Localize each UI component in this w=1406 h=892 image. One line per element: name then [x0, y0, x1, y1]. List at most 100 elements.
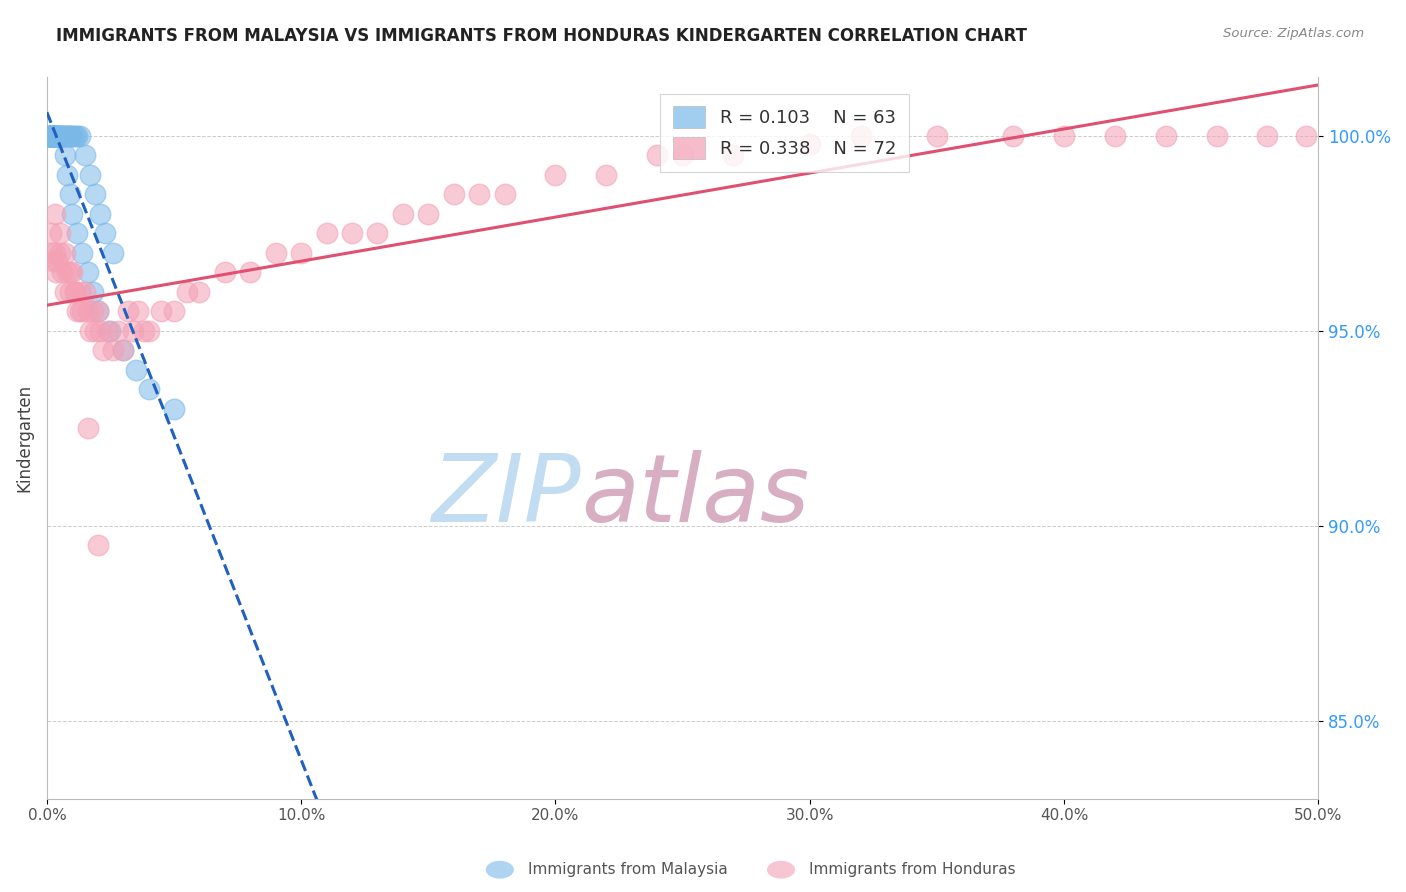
Point: [41, 128, 63, 143]
Point: [48, 227, 70, 241]
Point: [163, 401, 186, 416]
Point: [45, 128, 67, 143]
Point: [45, 265, 67, 279]
Point: [1104, 128, 1126, 143]
Text: Source: ZipAtlas.com: Source: ZipAtlas.com: [1223, 27, 1364, 40]
Point: [51, 128, 73, 143]
Point: [48, 128, 70, 143]
Point: [290, 246, 312, 260]
Point: [150, 304, 173, 318]
Legend: R = 0.103    N = 63, R = 0.338    N = 72: R = 0.103 N = 63, R = 0.338 N = 72: [659, 94, 908, 172]
Point: [94, 227, 117, 241]
Point: [1002, 128, 1025, 143]
Point: [59, 265, 82, 279]
Point: [418, 207, 440, 221]
Point: [42, 128, 65, 143]
Point: [41, 128, 63, 143]
Point: [63, 128, 86, 143]
Point: [42, 128, 65, 143]
Point: [176, 285, 198, 299]
Point: [264, 246, 287, 260]
Point: [849, 128, 872, 143]
Point: [69, 128, 91, 143]
Point: [1295, 128, 1317, 143]
Point: [79, 168, 101, 182]
Point: [56, 168, 79, 182]
Y-axis label: Kindergarten: Kindergarten: [15, 384, 32, 492]
Point: [138, 324, 160, 338]
Point: [37, 128, 59, 143]
Point: [163, 304, 186, 318]
Point: [44, 128, 66, 143]
Point: [42, 128, 65, 143]
Point: [97, 324, 120, 338]
Point: [73, 285, 96, 299]
Text: Immigrants from Honduras: Immigrants from Honduras: [808, 863, 1015, 877]
Point: [1053, 128, 1076, 143]
Point: [46, 253, 69, 268]
Point: [72, 304, 94, 318]
Point: [46, 128, 69, 143]
Text: atlas: atlas: [581, 450, 808, 541]
Point: [53, 148, 76, 162]
Point: [239, 265, 262, 279]
Point: [45, 128, 67, 143]
Point: [87, 538, 110, 552]
Point: [39, 128, 62, 143]
Point: [66, 128, 89, 143]
Point: [645, 148, 668, 162]
Point: [82, 304, 104, 318]
Point: [38, 128, 60, 143]
Point: [87, 304, 110, 318]
Point: [84, 324, 107, 338]
Point: [188, 285, 211, 299]
Point: [44, 128, 66, 143]
Point: [69, 285, 91, 299]
Point: [44, 246, 66, 260]
Point: [73, 148, 96, 162]
Point: [39, 128, 62, 143]
Point: [59, 285, 82, 299]
Point: [100, 324, 122, 338]
Point: [1154, 128, 1177, 143]
Point: [60, 207, 83, 221]
Point: [76, 304, 98, 318]
Point: [76, 421, 98, 435]
Point: [53, 246, 76, 260]
Point: [595, 168, 617, 182]
Point: [48, 246, 70, 260]
Point: [39, 128, 62, 143]
Point: [138, 383, 160, 397]
Point: [41, 128, 63, 143]
Point: [76, 265, 98, 279]
Point: [38, 128, 60, 143]
Point: [46, 128, 69, 143]
Point: [1205, 128, 1227, 143]
Point: [84, 187, 107, 202]
Point: [38, 128, 60, 143]
Point: [127, 304, 149, 318]
Point: [60, 128, 83, 143]
Point: [39, 128, 62, 143]
Point: [60, 128, 83, 143]
Point: [41, 128, 63, 143]
Point: [59, 128, 82, 143]
Point: [82, 285, 104, 299]
Point: [66, 304, 89, 318]
Point: [1256, 128, 1278, 143]
Point: [56, 128, 79, 143]
Point: [112, 343, 135, 358]
Point: [468, 187, 491, 202]
Point: [69, 304, 91, 318]
Point: [214, 265, 236, 279]
Point: [51, 265, 73, 279]
Point: [63, 285, 86, 299]
Point: [39, 128, 62, 143]
Point: [799, 136, 821, 151]
Point: [51, 128, 73, 143]
Point: [122, 324, 145, 338]
Point: [48, 128, 70, 143]
Point: [53, 285, 76, 299]
Point: [107, 324, 129, 338]
Point: [72, 246, 94, 260]
